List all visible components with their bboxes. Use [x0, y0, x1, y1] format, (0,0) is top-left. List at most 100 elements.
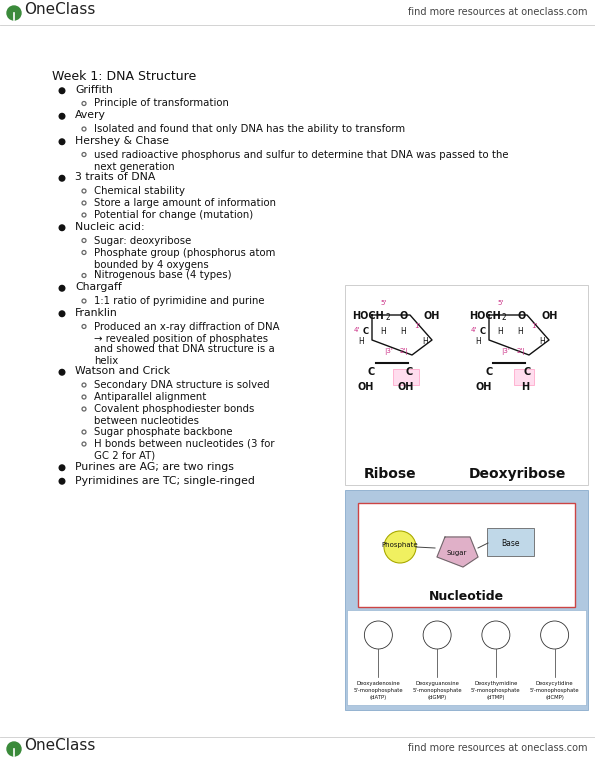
FancyBboxPatch shape — [345, 285, 588, 485]
Text: Ribose: Ribose — [364, 467, 416, 481]
Text: 2: 2 — [502, 313, 507, 322]
Text: Avery: Avery — [75, 111, 106, 120]
Text: Chemical stability: Chemical stability — [94, 186, 185, 196]
Text: H: H — [521, 382, 529, 392]
Text: next generation: next generation — [94, 162, 174, 172]
Text: Isolated and found that only DNA has the ability to transform: Isolated and found that only DNA has the… — [94, 124, 405, 134]
Circle shape — [59, 465, 65, 470]
Circle shape — [59, 286, 65, 291]
Text: Secondary DNA structure is solved: Secondary DNA structure is solved — [94, 380, 270, 390]
Text: C: C — [480, 327, 486, 336]
Text: 5': 5' — [380, 300, 386, 306]
Text: |3': |3' — [384, 348, 393, 355]
Circle shape — [82, 407, 86, 411]
Text: Sugar phosphate backbone: Sugar phosphate backbone — [94, 427, 233, 437]
Text: helix: helix — [94, 356, 118, 366]
Text: H: H — [539, 337, 545, 346]
Text: OH: OH — [358, 382, 374, 392]
Text: H: H — [422, 337, 428, 346]
Text: 3 traits of DNA: 3 traits of DNA — [75, 172, 155, 182]
Text: Phosphate group (phosphorus atom: Phosphate group (phosphorus atom — [94, 247, 275, 257]
Circle shape — [59, 311, 65, 316]
Text: Sugar: deoxyribose: Sugar: deoxyribose — [94, 236, 191, 246]
FancyBboxPatch shape — [358, 503, 575, 607]
Text: Sugar: Sugar — [447, 550, 467, 556]
Text: C: C — [368, 367, 375, 377]
Text: OneClass: OneClass — [24, 2, 95, 17]
Text: used radioactive phosphorus and sulfur to determine that DNA was passed to the: used radioactive phosphorus and sulfur t… — [94, 149, 509, 159]
Text: Nucleotide: Nucleotide — [428, 590, 503, 603]
Polygon shape — [489, 315, 549, 355]
Text: Nitrogenous base (4 types): Nitrogenous base (4 types) — [94, 270, 231, 280]
Circle shape — [82, 152, 86, 156]
Circle shape — [59, 113, 65, 119]
Text: HOCH: HOCH — [469, 311, 501, 321]
Text: (dCMP): (dCMP) — [545, 695, 564, 700]
Circle shape — [82, 383, 86, 387]
Text: Deoxyribose: Deoxyribose — [468, 467, 566, 481]
Circle shape — [82, 250, 86, 255]
Text: find more resources at oneclass.com: find more resources at oneclass.com — [409, 7, 588, 17]
Text: H: H — [358, 337, 364, 346]
Text: Deoxyguanosine: Deoxyguanosine — [415, 681, 459, 686]
Circle shape — [364, 621, 392, 649]
Text: Produced an x-ray diffraction of DNA: Produced an x-ray diffraction of DNA — [94, 322, 280, 332]
Circle shape — [82, 430, 86, 434]
Text: Nucleic acid:: Nucleic acid: — [75, 222, 145, 232]
Text: H: H — [380, 327, 386, 336]
Text: 5'-monophosphate: 5'-monophosphate — [353, 688, 403, 693]
Text: 1': 1' — [531, 323, 537, 329]
Text: and showed that DNA structure is a: and showed that DNA structure is a — [94, 344, 275, 354]
Circle shape — [82, 442, 86, 446]
Text: C: C — [523, 367, 530, 377]
Circle shape — [82, 127, 86, 131]
Circle shape — [82, 299, 86, 303]
Text: Pyrimidines are TC; single-ringed: Pyrimidines are TC; single-ringed — [75, 476, 255, 486]
Circle shape — [59, 225, 65, 230]
Text: between nucleotides: between nucleotides — [94, 416, 199, 426]
Text: H: H — [497, 327, 503, 336]
Text: C: C — [363, 327, 369, 336]
Text: Base: Base — [501, 538, 519, 547]
Circle shape — [423, 621, 451, 649]
Circle shape — [59, 478, 65, 484]
Text: Week 1: DNA Structure: Week 1: DNA Structure — [52, 70, 196, 83]
Circle shape — [82, 324, 86, 329]
Text: Hershey & Chase: Hershey & Chase — [75, 136, 169, 146]
Text: 5'-monophosphate: 5'-monophosphate — [530, 688, 580, 693]
Text: 2'|: 2'| — [400, 348, 409, 355]
Text: HOCH: HOCH — [352, 311, 384, 321]
Text: (dTMP): (dTMP) — [487, 695, 505, 700]
Text: H bonds between nucleotides (3 for: H bonds between nucleotides (3 for — [94, 439, 274, 449]
FancyBboxPatch shape — [345, 490, 588, 710]
Circle shape — [82, 189, 86, 193]
Circle shape — [59, 139, 65, 145]
Text: C: C — [406, 367, 414, 377]
Text: 5'-monophosphate: 5'-monophosphate — [471, 688, 521, 693]
Text: GC 2 for AT): GC 2 for AT) — [94, 451, 155, 461]
Text: O: O — [517, 311, 525, 321]
Text: (dGMP): (dGMP) — [427, 695, 447, 700]
Text: 5'-monophosphate: 5'-monophosphate — [412, 688, 462, 693]
FancyBboxPatch shape — [487, 528, 534, 556]
Text: Purines are AG; are two rings: Purines are AG; are two rings — [75, 462, 234, 472]
Text: bounded by 4 oxygens: bounded by 4 oxygens — [94, 259, 209, 270]
Text: Franklin: Franklin — [75, 308, 118, 318]
Text: Potential for change (mutation): Potential for change (mutation) — [94, 210, 253, 220]
Text: H: H — [400, 327, 406, 336]
Text: Watson and Crick: Watson and Crick — [75, 367, 170, 377]
Circle shape — [541, 621, 569, 649]
Circle shape — [7, 742, 21, 756]
Circle shape — [59, 88, 65, 93]
Text: 1': 1' — [414, 323, 421, 329]
Text: Deoxycytidine: Deoxycytidine — [536, 681, 574, 686]
Text: OH: OH — [541, 311, 558, 321]
Text: Griffith: Griffith — [75, 85, 112, 95]
FancyBboxPatch shape — [347, 610, 586, 705]
FancyBboxPatch shape — [514, 369, 534, 385]
Circle shape — [59, 370, 65, 375]
Text: OneClass: OneClass — [24, 738, 95, 753]
Polygon shape — [437, 537, 478, 567]
Circle shape — [82, 273, 86, 277]
Text: Covalent phosphodiester bonds: Covalent phosphodiester bonds — [94, 404, 255, 414]
